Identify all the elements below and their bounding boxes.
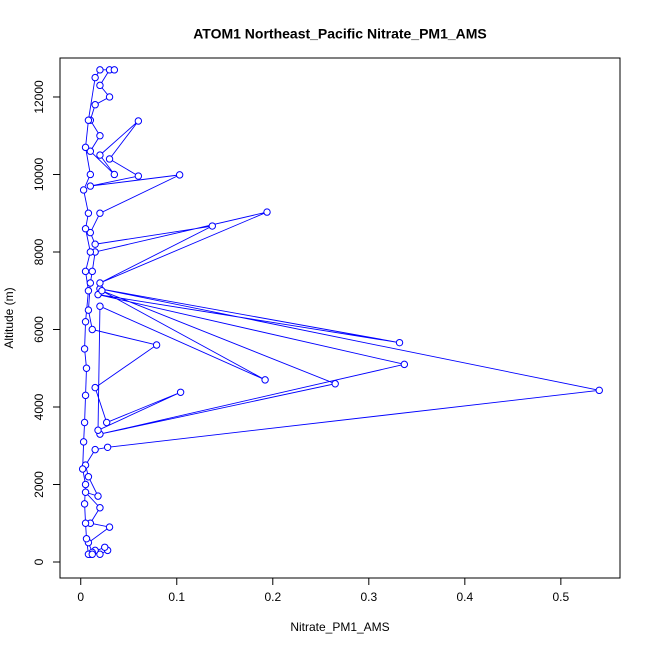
data-point [88,325,96,334]
data-point [80,500,89,508]
data-point [208,222,216,230]
data-point [91,101,99,109]
y-tick-label: 6000 [32,316,46,343]
data-point [96,279,104,287]
data-point [80,345,89,353]
data-point [86,228,95,237]
data-point [79,438,88,446]
data-point [105,155,114,163]
x-tick-label: 0.3 [360,590,377,604]
data-point [81,480,90,489]
plot-box [59,57,621,579]
data-point [86,147,95,155]
data-point [94,426,102,434]
data-point [86,170,95,179]
y-tick-label: 2000 [32,471,46,498]
data-point [81,225,90,233]
data-point [96,132,104,140]
data-point [96,550,104,558]
data-point [103,443,112,451]
data-point [96,66,104,74]
data-point [79,186,88,194]
data-point [96,81,104,90]
x-axis-label: Nitrate_PM1_AMS [290,620,389,634]
data-point [86,248,95,256]
chart-title: ATOM1 Northeast_Pacific Nitrate_PM1_AMS [193,26,487,42]
data-point [91,73,99,82]
data-point [82,535,91,543]
data-point [84,209,93,217]
y-tick-label: 10000 [32,157,46,191]
data-point [105,93,114,101]
data-point [84,473,93,481]
x-tick-label: 0.1 [168,590,185,604]
y-tick-label: 8000 [32,238,46,265]
data-point [84,116,93,124]
data-point [94,492,102,500]
data-point [78,465,87,473]
data-point [98,287,106,295]
data-point [91,240,99,248]
data-point [96,209,104,217]
data-point [81,143,90,152]
y-tick-label: 4000 [32,393,46,420]
data-point [395,338,404,347]
data-point [82,364,91,372]
data-point [96,151,104,159]
data-point [81,318,90,326]
data-point [134,117,143,125]
data-point [84,287,93,295]
data-point [152,341,161,349]
data-point [81,488,90,496]
data-point [84,306,93,314]
data-point [80,418,89,427]
data-point [263,208,271,216]
data-point [96,302,104,310]
x-tick-label: 0 [77,590,84,604]
y-tick-label: 12000 [32,80,46,114]
data-point [86,182,95,190]
x-tick-label: 0.2 [264,590,281,604]
data-point [175,171,184,179]
y-axis-label: Altitude (m) [2,287,16,348]
data-point [91,383,99,392]
data-point [595,386,603,395]
data-point [176,388,185,396]
data-point [331,380,339,388]
data-point [81,391,90,400]
data-point [105,523,114,531]
data-point [110,66,119,74]
data-point [81,519,90,527]
x-tick-label: 0.5 [553,590,570,604]
data-point [91,445,99,454]
data-point [88,550,96,558]
data-point [96,504,104,512]
data-line [82,69,600,555]
data-point [261,376,269,384]
data-point [86,279,95,287]
data-point [400,360,409,369]
data-point [81,267,90,276]
data-point [88,267,96,276]
data-point [134,172,143,180]
data-point [110,170,119,179]
x-tick-label: 0.4 [456,590,473,604]
data-point [101,543,109,551]
y-tick-label: 0 [32,558,46,565]
data-point [102,418,111,427]
